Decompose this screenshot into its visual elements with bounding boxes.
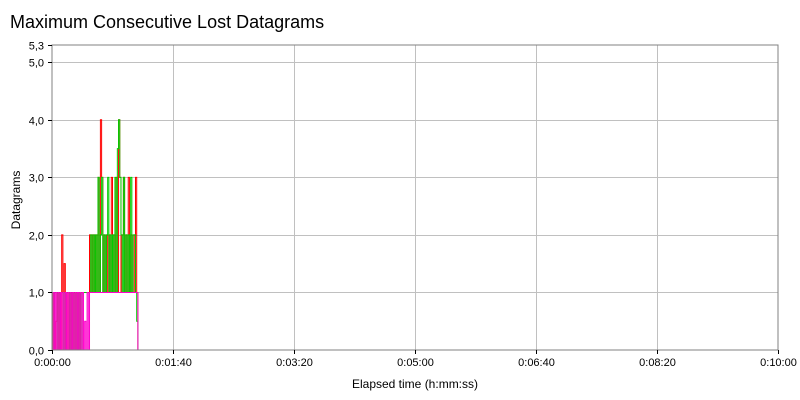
ticks: 0:00:00 0:01:40 0:03:20 0:05:00 0:06:40 0:08:…	[29, 41, 797, 370]
x-tick-label: 0:08:20	[639, 357, 676, 369]
x-tick-label: 0:01:40	[155, 357, 192, 369]
y-tick-label: 1,0	[29, 288, 44, 300]
series-layer	[52, 119, 139, 351]
y-tick-label: 0,0	[29, 346, 44, 358]
x-tick-label: 0:06:40	[518, 357, 555, 369]
y-axis-label: Datagrams	[9, 171, 23, 230]
chart-title: Maximum Consecutive Lost Datagrams	[10, 12, 325, 32]
y-tick-label: 4,0	[29, 116, 44, 128]
y-tick-label: 2,0	[29, 231, 44, 243]
y-tick-label: 5,0	[29, 58, 44, 70]
x-tick-label: 0:05:00	[397, 357, 434, 369]
series-line-3	[52, 291, 139, 351]
x-axis-label: Elapsed time (h:mm:ss)	[352, 377, 478, 391]
x-tick-label: 0:03:20	[276, 357, 313, 369]
y-tick-label: 3,0	[29, 173, 44, 185]
grid	[52, 45, 778, 350]
y-tick-label: 5,3	[29, 41, 44, 53]
x-tick-label: 0:10:00	[760, 357, 797, 369]
x-tick-label: 0:00:00	[34, 357, 71, 369]
